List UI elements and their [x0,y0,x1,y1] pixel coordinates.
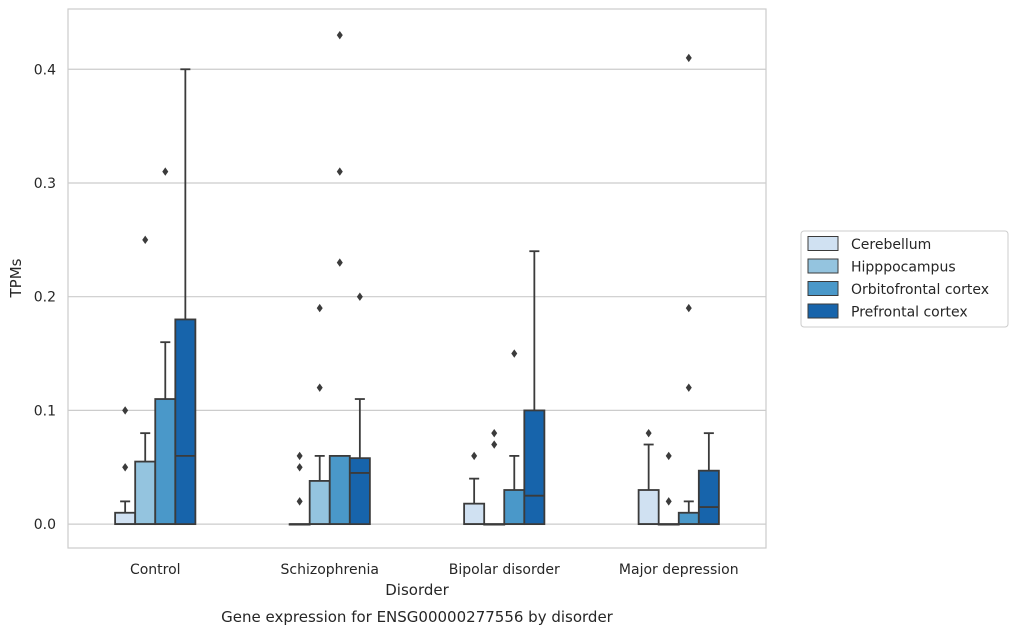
box-3-2 [677,53,700,526]
outlier-point [296,497,303,506]
outlier-point [356,292,363,301]
legend-label: Prefrontal cortex [851,305,968,321]
x-tick-label: Bipolar disorder [449,562,560,578]
box-iqr [134,460,157,526]
box-1-2 [328,30,351,526]
outlier-point [511,349,518,358]
outlier-point [685,383,692,392]
box-iqr [637,489,660,526]
legend-label: Orbitofrontal cortex [851,282,989,298]
outlier-point [336,258,343,267]
y-tick-labels: 0.0 0.1 0.2 0.3 0.4 [34,62,56,533]
y-tick-label: 0.4 [34,62,56,78]
outlier-point [471,451,478,461]
box-3-1 [657,451,680,526]
box-2-0 [463,451,486,526]
outlier-point [296,451,303,461]
box-plots [114,30,720,526]
outlier-point [336,30,343,40]
box-iqr [328,454,351,526]
legend-swatch [807,258,839,274]
outlier-point [491,428,498,438]
y-tick-label: 0.2 [34,290,56,306]
outlier-point [336,167,343,176]
outlier-point [122,406,129,415]
outlier-point [316,303,323,313]
box-0-0 [114,406,137,526]
box-1-3 [348,292,371,526]
legend-swatch [807,236,839,251]
box-iqr [503,489,526,526]
box-iqr [697,469,720,526]
x-axis-title: Disorder [385,581,449,599]
box-iqr [677,511,700,526]
box-0-2 [154,167,177,526]
x-tick-label: Major depression [619,562,739,578]
box-0-1 [134,235,157,526]
x-tick-labels: Control Schizophrenia Bipolar disorder Majo… [130,562,739,578]
box-iqr [308,480,331,526]
box-iqr [348,457,371,526]
outlier-point [122,463,129,472]
legend-label: Hipppocampus [851,260,956,276]
box-3-3 [697,432,720,526]
legend: Cerebellum Hipppocampus Orbitofrontal cort… [800,230,1009,328]
legend-swatch [807,281,839,296]
y-tick-label: 0.3 [34,176,56,192]
legend-frame [800,230,1009,328]
chart-caption: Gene expression for ENSG00000277556 by d… [221,608,614,626]
outlier-point [162,167,169,176]
box-iqr [154,398,177,526]
plot-frame [67,8,767,549]
legend-swatch [807,303,839,319]
box-iqr [174,318,197,526]
box-iqr [523,409,546,526]
outlier-point [685,53,692,63]
box-iqr [114,511,137,526]
outlier-point [665,497,672,506]
outlier-point [645,428,652,438]
y-axis-title: TPMs [7,258,25,298]
box-0-3 [174,68,197,526]
box-iqr [463,502,486,526]
legend-label: Cerebellum [851,237,931,253]
y-tick-label: 0.0 [34,517,56,533]
x-tick-label: Control [130,562,181,578]
outlier-point [665,451,672,461]
outlier-point [316,383,323,392]
box-1-0 [288,451,311,526]
outlier-point [491,440,498,449]
box-2-2 [503,349,526,526]
outlier-point [685,303,692,313]
box-2-3 [523,250,546,526]
outlier-point [142,235,149,245]
x-tick-label: Schizophrenia [281,562,379,578]
outlier-point [296,463,303,472]
box-3-0 [637,428,660,526]
y-tick-label: 0.1 [34,403,56,419]
